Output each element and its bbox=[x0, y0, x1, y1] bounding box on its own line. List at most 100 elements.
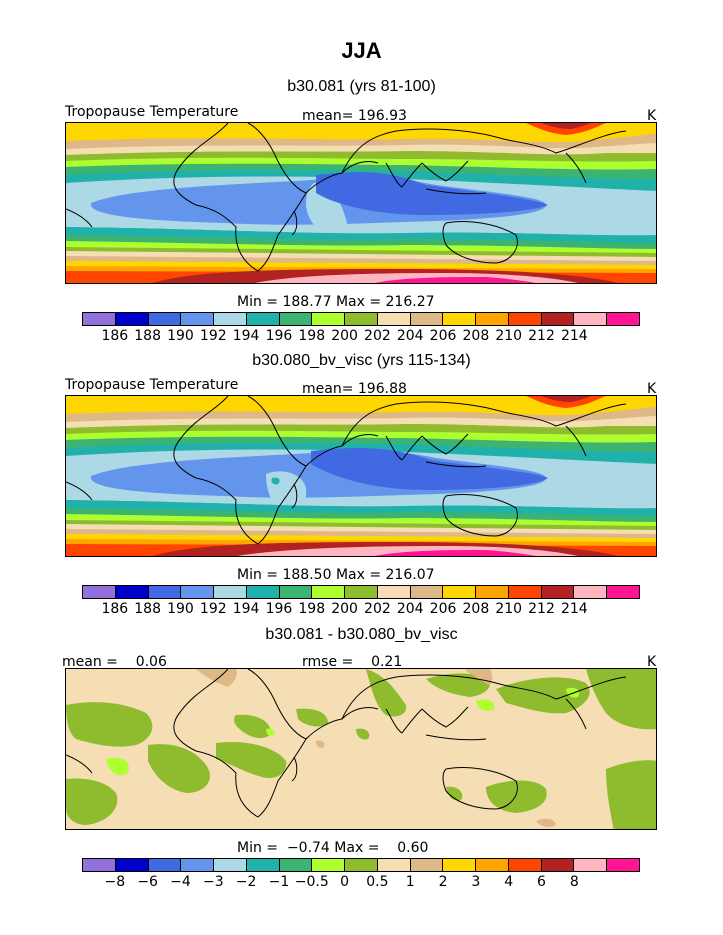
colorbar-tick-label: 186 bbox=[101, 328, 129, 344]
panel3-colorbar bbox=[82, 858, 640, 872]
colorbar-tick-label: 2 bbox=[438, 874, 448, 890]
panel2-max-value: 216.07 bbox=[385, 567, 435, 583]
colorbar-swatch bbox=[345, 586, 378, 598]
colorbar-swatch bbox=[410, 313, 444, 325]
colorbar-swatch bbox=[476, 859, 509, 871]
colorbar-swatch bbox=[148, 859, 182, 871]
colorbar-swatch bbox=[410, 859, 444, 871]
panel3-rmse-label: rmse = 0.21 bbox=[302, 654, 403, 670]
colorbar-tick-label: −0.5 bbox=[294, 874, 329, 890]
colorbar-tick-label: 4 bbox=[504, 874, 514, 890]
colorbar-tick-label: 204 bbox=[396, 601, 424, 617]
colorbar-tick-label: 192 bbox=[199, 601, 227, 617]
colorbar-tick-label: 192 bbox=[199, 328, 227, 344]
colorbar-swatch bbox=[345, 313, 378, 325]
colorbar-swatch bbox=[345, 859, 378, 871]
colorbar-tick-label: 200 bbox=[331, 328, 358, 344]
colorbar-swatch bbox=[279, 586, 313, 598]
colorbar-swatch bbox=[443, 313, 477, 325]
colorbar-tick-label: 3 bbox=[471, 874, 481, 890]
panel3-colorbar-ticks: −8 −6 −4 −3 −2 −1 −0.5 0 0.5 1 2 3 4 6 8 bbox=[82, 874, 640, 890]
colorbar-tick-label: 204 bbox=[396, 328, 424, 344]
colorbar-swatch bbox=[83, 586, 116, 598]
colorbar-swatch bbox=[181, 859, 215, 871]
colorbar-tick-label: 214 bbox=[560, 328, 588, 344]
colorbar-swatch bbox=[574, 859, 608, 871]
colorbar-tick-label: −1 bbox=[268, 874, 290, 890]
panel2-colorbar-ticks: 186 188 190 192 194 196 198 200 202 204 206 208 210 2… bbox=[82, 601, 640, 617]
colorbar-swatch bbox=[377, 586, 411, 598]
colorbar-swatch bbox=[115, 859, 149, 871]
panel1-colorbar bbox=[82, 312, 640, 326]
panel2-map-plot bbox=[66, 396, 656, 556]
panel3-min-max: Min = −0.74 Max = 0.60 bbox=[237, 840, 429, 856]
panel1-max-value: 216.27 bbox=[385, 294, 435, 310]
panel2-min-max: Min = 188.50 Max = 216.07 bbox=[237, 567, 435, 583]
colorbar-tick-label: 208 bbox=[462, 328, 490, 344]
colorbar-tick-label: −2 bbox=[235, 874, 257, 890]
colorbar-tick-label: 208 bbox=[462, 601, 490, 617]
colorbar-swatch bbox=[607, 586, 640, 598]
page-title: JJA bbox=[341, 38, 382, 63]
colorbar-tick-label: 190 bbox=[167, 601, 194, 617]
colorbar-swatch bbox=[607, 313, 640, 325]
colorbar-tick-label: 196 bbox=[265, 601, 293, 617]
colorbar-swatch bbox=[541, 313, 575, 325]
colorbar-swatch bbox=[508, 586, 542, 598]
colorbar-tick-label: −4 bbox=[170, 874, 191, 890]
colorbar-swatch bbox=[214, 859, 247, 871]
colorbar-tick-label: 0 bbox=[340, 874, 350, 890]
colorbar-swatch bbox=[312, 859, 346, 871]
colorbar-swatch bbox=[508, 859, 542, 871]
panel3-case-title: b30.081 - b30.080_bv_visc bbox=[265, 626, 458, 643]
colorbar-swatch bbox=[312, 313, 346, 325]
colorbar-swatch bbox=[115, 586, 149, 598]
colorbar-tick-label: 188 bbox=[134, 601, 162, 617]
panel3-max-value: 0.60 bbox=[397, 840, 429, 856]
colorbar-swatch bbox=[279, 859, 313, 871]
colorbar-tick-label: 194 bbox=[232, 601, 260, 617]
colorbar-tick-label: −6 bbox=[137, 874, 158, 890]
colorbar-tick-label: 6 bbox=[537, 874, 546, 890]
panel2-map bbox=[65, 395, 657, 557]
colorbar-swatch bbox=[115, 313, 149, 325]
colorbar-swatch bbox=[83, 859, 116, 871]
colorbar-tick-label: 200 bbox=[331, 601, 358, 617]
colorbar-swatch bbox=[443, 859, 477, 871]
colorbar-tick-label: −3 bbox=[202, 874, 224, 890]
panel2-units: K bbox=[647, 381, 657, 397]
colorbar-swatch bbox=[148, 586, 182, 598]
panel3-map-plot bbox=[66, 669, 656, 829]
colorbar-tick-label: 190 bbox=[167, 328, 194, 344]
panel1-units: K bbox=[647, 108, 657, 124]
colorbar-tick-label: 194 bbox=[232, 328, 260, 344]
colorbar-tick-label: 212 bbox=[528, 328, 555, 344]
colorbar-swatch bbox=[541, 586, 575, 598]
colorbar-tick-label: 198 bbox=[298, 601, 326, 617]
colorbar-swatch bbox=[574, 313, 608, 325]
colorbar-swatch bbox=[214, 586, 247, 598]
colorbar-swatch bbox=[541, 859, 575, 871]
panel1-case-title: b30.081 (yrs 81-100) bbox=[287, 78, 436, 95]
colorbar-tick-label: 8 bbox=[569, 874, 579, 890]
panel1-min-value: 188.77 bbox=[282, 294, 332, 310]
colorbar-tick-label: 206 bbox=[429, 328, 457, 344]
colorbar-tick-label: 1 bbox=[405, 874, 415, 890]
panel3-mean-label: mean = 0.06 bbox=[62, 654, 167, 670]
colorbar-swatch bbox=[83, 313, 116, 325]
colorbar-swatch bbox=[279, 313, 313, 325]
colorbar-tick-label: 198 bbox=[298, 328, 326, 344]
colorbar-tick-label: 188 bbox=[134, 328, 162, 344]
panel3-rmse-value: 0.21 bbox=[371, 654, 403, 670]
colorbar-tick-label: 212 bbox=[528, 601, 555, 617]
colorbar-swatch bbox=[181, 586, 215, 598]
colorbar-swatch bbox=[574, 586, 608, 598]
colorbar-swatch bbox=[508, 313, 542, 325]
panel1-colorbar-ticks: 186 188 190 192 194 196 198 200 202 204 206 208 210 2… bbox=[82, 328, 640, 344]
colorbar-tick-label: 202 bbox=[364, 601, 391, 617]
colorbar-tick-label: 196 bbox=[265, 328, 293, 344]
colorbar-swatch bbox=[246, 586, 280, 598]
colorbar-swatch bbox=[410, 586, 444, 598]
colorbar-tick-label: 202 bbox=[364, 328, 391, 344]
colorbar-swatch bbox=[148, 313, 182, 325]
